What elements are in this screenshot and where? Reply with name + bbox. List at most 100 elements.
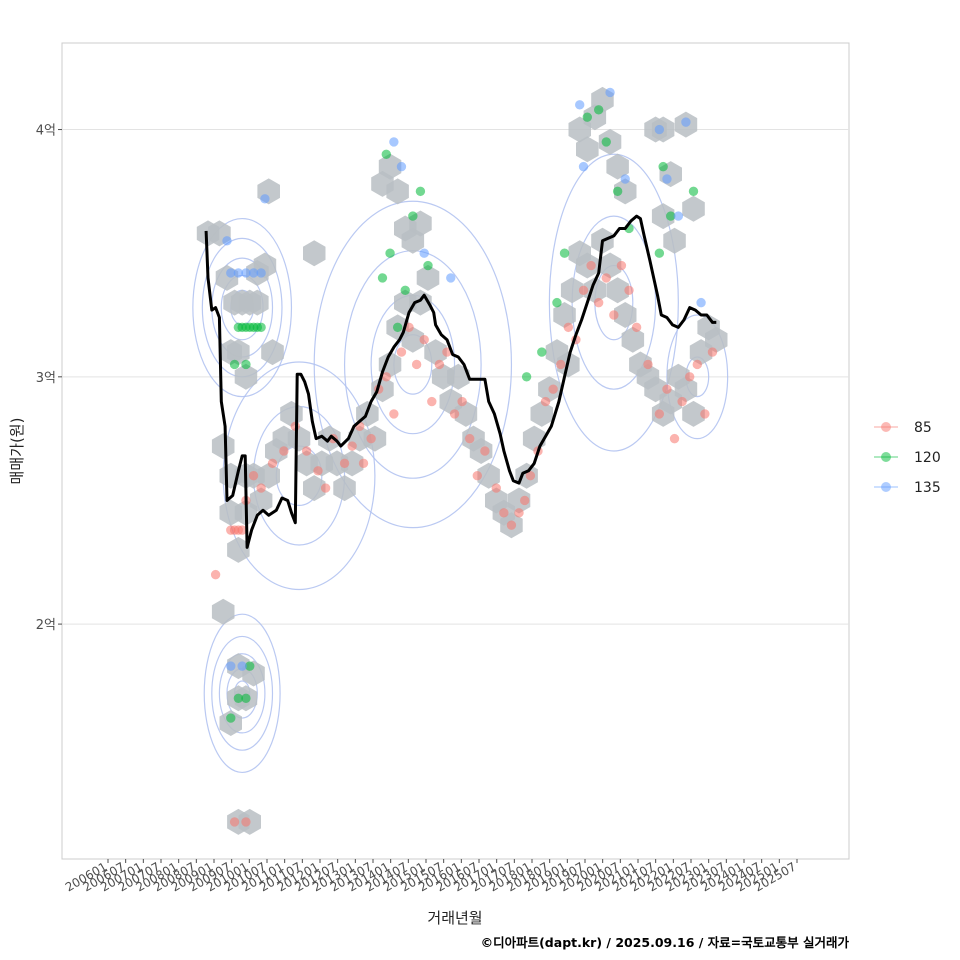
scatter-point-120 [612, 186, 623, 197]
scatter-point-135 [389, 137, 399, 147]
scatter-point-85 [248, 471, 259, 481]
density-contour [192, 217, 293, 398]
scatter-point-120 [423, 260, 433, 271]
legend-key-marker [881, 482, 891, 492]
hex-bin [378, 153, 402, 180]
series-line-moving-average [204, 214, 717, 549]
scatter-point-85 [506, 520, 517, 530]
scatter-point-85 [631, 322, 642, 333]
moving-average-line [204, 214, 717, 549]
scatter-point-120 [415, 186, 426, 197]
scatter-point-120 [559, 248, 570, 258]
hex-bin [416, 264, 440, 291]
x-axis-title: 거래년월 [427, 909, 482, 927]
legend-key-marker [881, 452, 891, 462]
scatter-point-85 [237, 525, 247, 535]
scatter-point-120 [658, 161, 668, 172]
legend-label: 120 [914, 450, 941, 466]
scatter-point-85 [601, 273, 611, 283]
scatter-point-85 [301, 446, 312, 456]
scatter-point-85 [339, 458, 350, 469]
scatter-point-120 [521, 372, 532, 382]
x-axis-ticks: 2006012006072007012007072008012008072009… [63, 859, 799, 895]
scatter-point-85 [457, 396, 467, 407]
legend: 85 120 135 [874, 420, 941, 496]
scatter-point-85 [578, 285, 589, 295]
scatter-point-85 [256, 483, 266, 493]
scatter-point-85 [411, 359, 422, 370]
hex-bin [303, 475, 326, 502]
scatter-point-85 [609, 310, 619, 320]
scatter-point-85 [427, 396, 437, 407]
density-contour [666, 314, 729, 440]
scatter-point-135 [654, 124, 665, 135]
scatter-point-120 [241, 693, 251, 703]
scatter-point-85 [210, 569, 221, 580]
hex-bin [614, 302, 637, 328]
scatter-point-85 [662, 384, 672, 394]
legend-label: 85 [914, 420, 932, 436]
scatter-point-120 [400, 285, 410, 295]
scatter-points [210, 87, 718, 827]
plot-panel [61, 42, 850, 860]
hex-bin [211, 433, 235, 460]
hex-bin [507, 487, 531, 514]
scatter-point-135 [256, 268, 266, 278]
hex-bin [454, 400, 478, 427]
legend-label: 135 [914, 480, 941, 496]
scatter-point-120 [552, 297, 562, 308]
scatter-point-85 [366, 433, 376, 444]
scatter-point-135 [696, 297, 706, 308]
scatter-point-85 [358, 458, 369, 469]
scatter-point-85 [654, 409, 665, 419]
hex-bin [303, 240, 326, 267]
scatter-point-85 [616, 260, 627, 271]
scatter-point-120 [241, 359, 251, 370]
scatter-point-135 [260, 194, 270, 204]
hex-bin [705, 326, 728, 353]
hex-bin [261, 339, 284, 366]
scatter-point-85 [643, 359, 653, 370]
hex-bin [227, 339, 250, 366]
scatter-point-85 [449, 409, 460, 419]
y-axis-ticks: 2억 3억 4억 [36, 124, 62, 633]
hex-bin [606, 277, 629, 304]
scatter-point-120 [392, 322, 403, 333]
scatter-point-85 [267, 458, 278, 469]
hex-bin [663, 227, 686, 254]
hex-bin [621, 326, 645, 353]
scatter-point-120 [688, 186, 699, 197]
hex-bin [682, 195, 705, 222]
scatter-point-120 [582, 112, 592, 122]
scatter-point-85 [241, 817, 251, 827]
scatter-point-120 [385, 248, 395, 258]
scatter-point-120 [408, 211, 418, 221]
scatter-point-135 [620, 174, 630, 184]
y-tick-label: 2억 [36, 618, 56, 633]
scatter-point-85 [707, 347, 718, 357]
scatter-point-120 [229, 359, 240, 370]
scatter-point-135 [575, 100, 585, 110]
hex-bin [553, 302, 576, 328]
scatter-point-120 [654, 248, 665, 258]
scatter-point-135 [446, 273, 456, 283]
hex-bin [249, 487, 273, 514]
hex-bin [598, 252, 622, 279]
scatter-point-135 [673, 211, 684, 221]
density-contour [548, 153, 679, 452]
hex-bin [606, 153, 629, 180]
hex-bin [651, 203, 675, 230]
scatter-point-85 [586, 260, 596, 271]
scatter-point-85 [491, 483, 501, 493]
hex-bin [560, 277, 584, 304]
scatter-point-120 [593, 105, 604, 115]
scatter-point-135 [419, 248, 429, 258]
hex-bin [614, 178, 637, 205]
scatter-point-85 [624, 285, 634, 295]
hex-bin [530, 400, 553, 427]
scatter-point-85 [548, 384, 558, 394]
scatter-point-120 [377, 273, 388, 283]
hex-bin [234, 363, 258, 390]
scatter-point-85 [396, 347, 407, 357]
